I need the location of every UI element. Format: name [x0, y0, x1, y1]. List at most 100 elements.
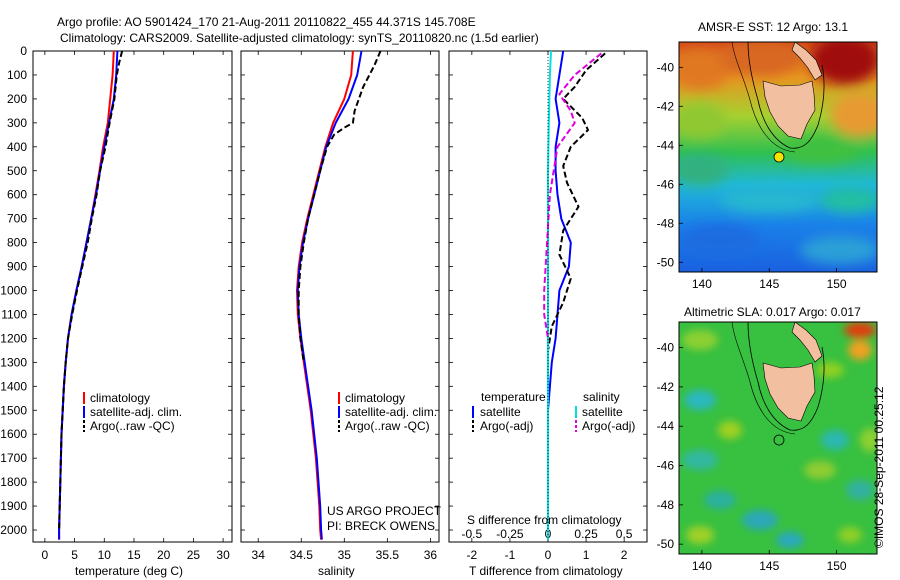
series-line-climatology [296, 50, 354, 540]
legend-label-s-argo: Argo(-adj) [582, 419, 635, 433]
s-difference-axis-label: S difference from climatology [467, 513, 622, 527]
lat-tick-label: -46 [657, 177, 675, 191]
lon-tick-label: 145 [759, 559, 779, 573]
lat-tick-label: -46 [657, 459, 675, 473]
depth-tick-label: 1900 [0, 499, 27, 513]
series-line-temperature-satellite [547, 50, 572, 530]
sst-map [679, 42, 877, 272]
x-tick-label: 0 [42, 548, 49, 562]
depth-tick-label: 0 [20, 44, 27, 58]
profile-lines [58, 50, 606, 540]
t-difference-axis-label: T difference from climatology [469, 564, 623, 578]
sst-map-title: AMSR-E SST: 12 Argo: 13.1 [698, 20, 848, 34]
lat-tick-label: -44 [657, 138, 675, 152]
x-tick-label: 25 [187, 548, 201, 562]
s-diff-tick-label: 0.25 [574, 527, 598, 541]
lon-tick-label: 150 [827, 559, 847, 573]
x-axes: 0 5 10 15 20 25 30 34 34.5 35 35.5 36 -2 -1 0 1 2 -0.5 -0.… [42, 51, 633, 562]
project-note-line2: PI: BRECK OWENS [327, 519, 435, 533]
lat-tick-label: -48 [657, 216, 675, 230]
sla-map [679, 322, 877, 554]
sst-map-axes: 140 145 150 -40 -42 -44 -46 -48 -50 [657, 60, 847, 291]
s-diff-tick-label: 0.5 [616, 527, 633, 541]
x-tick-label: 20 [157, 548, 171, 562]
argo-float-marker [773, 434, 785, 446]
depth-tick-label: 1100 [1, 307, 27, 321]
temperature-panel-frame [32, 50, 233, 543]
depth-tick-label: 200 [7, 92, 27, 106]
isobath-contour-outer [731, 42, 796, 153]
x-tick-label: 0 [545, 548, 552, 562]
isobath-contour [747, 42, 825, 149]
header-line2: Climatology: CARS2009. Satellite-adjuste… [60, 31, 539, 45]
depth-tick-label: 1700 [0, 451, 27, 465]
legend-label-argo: Argo(..raw -QC) [90, 419, 175, 433]
x-tick-label: 35.5 [376, 548, 400, 562]
s-diff-tick-label: -0.5 [462, 527, 483, 541]
isobath-contour-outer [731, 322, 796, 435]
series-line-salinity-satellite [547, 50, 552, 540]
project-note-line1: US ARGO PROJECT [327, 504, 442, 518]
x-tick-label: 15 [127, 548, 141, 562]
depth-tick-label: 1300 [0, 355, 27, 369]
x-tick-label: -2 [467, 548, 478, 562]
header-line1: Argo profile: AO 5901424_170 21-Aug-2011… [57, 15, 476, 29]
mainland-land [791, 42, 823, 81]
argo-float-marker [773, 151, 785, 163]
depth-tick-label: 600 [7, 188, 27, 202]
x-tick-label: 36 [424, 548, 438, 562]
salinity-panel-frame [240, 50, 440, 543]
x-tick-label: 2 [621, 548, 628, 562]
depth-tick-label: 2000 [0, 523, 27, 537]
series-line-climatology [58, 50, 115, 540]
salinity-legend: climatology satellite-adj. clim. Argo(..… [338, 391, 437, 433]
legend-label-climatology: climatology [345, 391, 405, 405]
depth-tick-label: 300 [7, 116, 27, 130]
depth-tick-label: 800 [7, 236, 27, 250]
difference-legend: temperature salinity satellite Argo(-adj… [472, 390, 635, 433]
depth-tick-label: 1600 [0, 427, 27, 441]
temperature-legend: climatology satellite-adj. clim. Argo(..… [83, 391, 182, 433]
lon-tick-label: 140 [692, 559, 712, 573]
mainland-land [791, 322, 823, 363]
x-tick-label: 35 [338, 548, 352, 562]
salinity-axis-label: salinity [318, 564, 355, 578]
sla-map-axes: 140 145 150 -40 -42 -44 -46 -48 -50 [657, 341, 847, 573]
lat-tick-label: -40 [657, 341, 675, 355]
series-line-argo-raw-qc [297, 50, 382, 363]
x-tick-label: 10 [98, 548, 112, 562]
depth-tick-label: 700 [7, 212, 27, 226]
lon-tick-label: 140 [692, 277, 712, 291]
temperature-axis-label: temperature (deg C) [75, 564, 183, 578]
lon-tick-label: 145 [759, 277, 779, 291]
footer-stamp: ©IMOS 28-Sep-2011 00:25:12 [872, 386, 886, 548]
depth-tick-label: 1500 [0, 403, 27, 417]
lat-tick-label: -50 [657, 537, 675, 551]
lon-tick-label: 150 [827, 277, 847, 291]
legend-label-t-satellite: satellite [480, 405, 521, 419]
depth-tick-label: 400 [7, 140, 27, 154]
depth-axis: 0 100 200 300 400 500 600 700 800 900 1000 1100 1200… [0, 44, 647, 537]
tasmania-land [762, 80, 816, 140]
x-tick-label: 34 [252, 548, 266, 562]
s-diff-tick-label: -0.25 [496, 527, 524, 541]
legend-label-satellite: satellite-adj. clim. [345, 405, 437, 419]
legend-label-climatology: climatology [90, 391, 150, 405]
series-line-salinity-argo-adj [543, 52, 602, 339]
legend-label-s-satellite: satellite [582, 405, 623, 419]
x-tick-label: -1 [505, 548, 516, 562]
legend-label-satellite: satellite-adj. clim. [90, 405, 182, 419]
lat-tick-label: -44 [657, 419, 675, 433]
legend-title-temperature: temperature [481, 390, 546, 404]
tasmania-land [762, 362, 816, 422]
series-line-argo-raw-qc [58, 50, 124, 531]
lat-tick-label: -48 [657, 498, 675, 512]
depth-tick-label: 500 [7, 164, 27, 178]
isobath-contour [747, 322, 825, 431]
lat-tick-label: -42 [657, 99, 675, 113]
depth-tick-label: 1400 [0, 379, 27, 393]
depth-tick-label: 1800 [0, 475, 27, 489]
lat-tick-label: -50 [657, 255, 675, 269]
depth-tick-label: 1200 [0, 331, 27, 345]
